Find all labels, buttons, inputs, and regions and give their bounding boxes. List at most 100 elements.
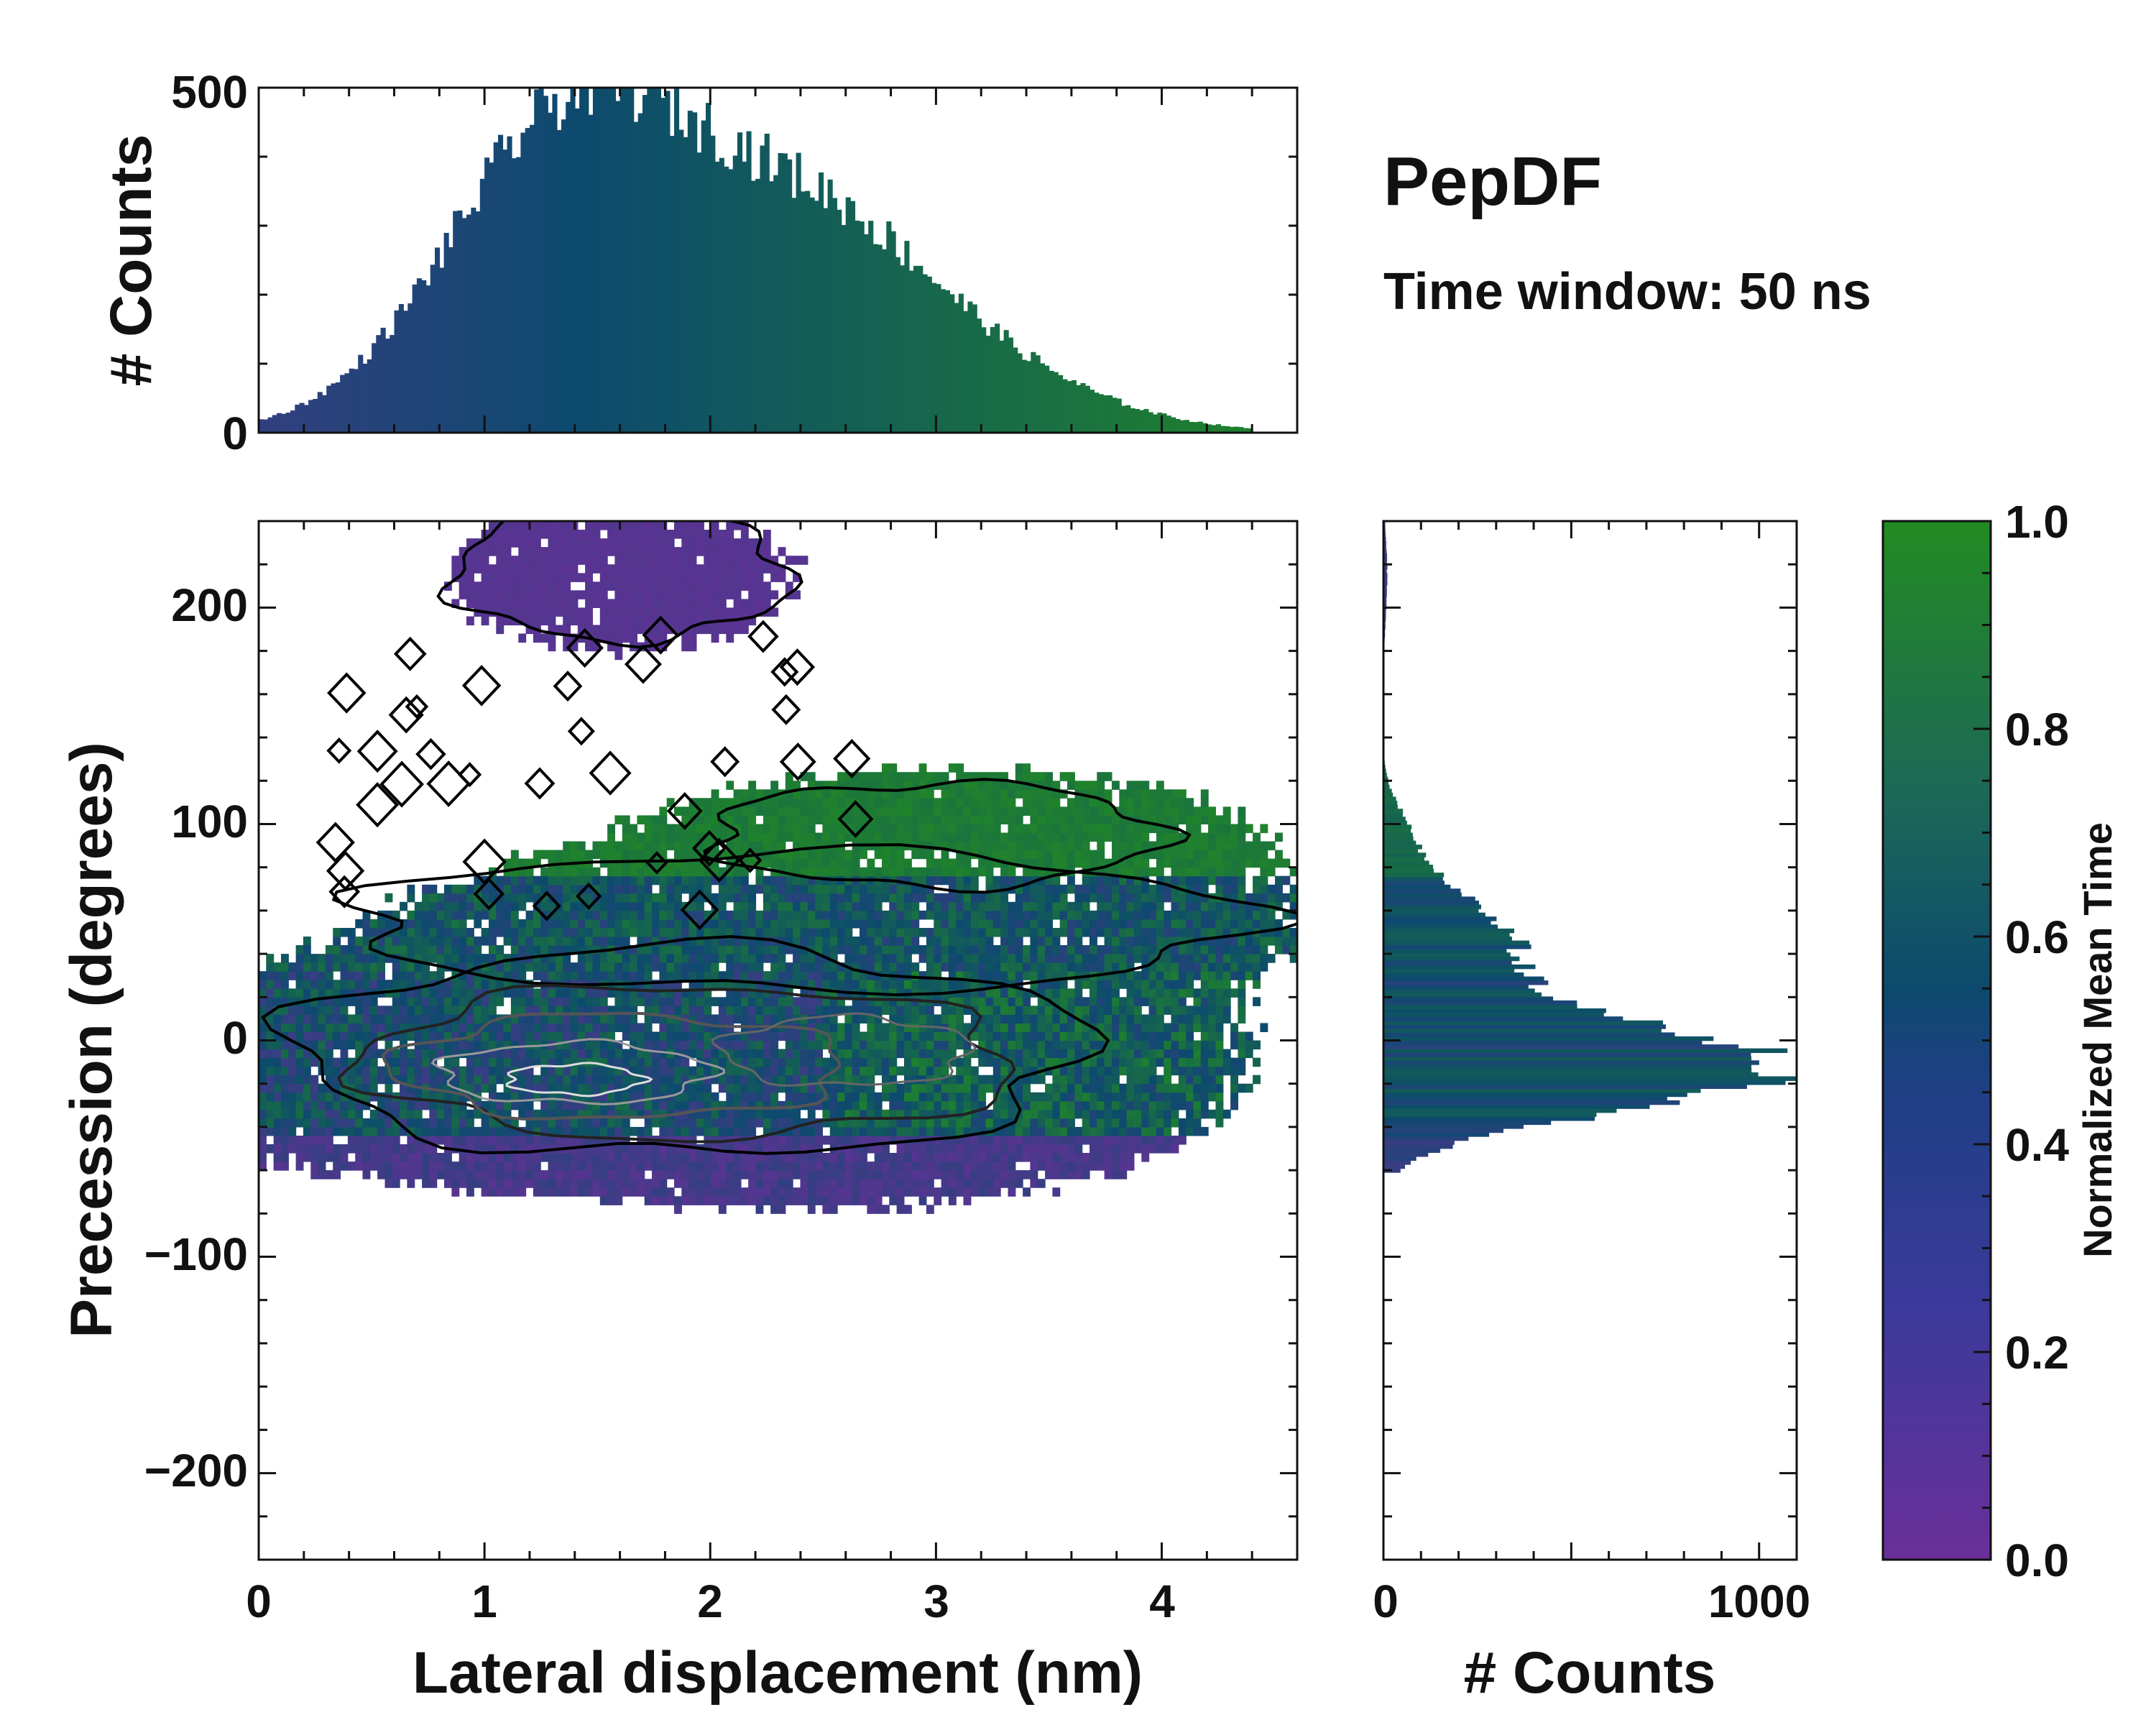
heatmap-cell-1815: [614, 1118, 623, 1128]
heatmap-cell-4109: [934, 1014, 942, 1024]
heatmap-cell-3707: [874, 1170, 883, 1179]
heatmap-cell-343: [355, 954, 364, 963]
heatmap-cell-640: [429, 1014, 438, 1024]
heatmap-cell-2204: [659, 530, 668, 539]
heatmap-cell-140: [303, 1153, 311, 1162]
heatmap-cell-3714: [874, 1109, 883, 1119]
top-hist-bar-193: [1130, 408, 1135, 433]
heatmap-cell-652: [429, 901, 438, 911]
top-hist-bar-167: [1013, 347, 1018, 433]
heatmap-cell-2041: [644, 1092, 653, 1102]
heatmap-cell-3549: [844, 832, 853, 842]
heatmap-cell-3154: [785, 858, 793, 868]
heatmap-cell-521: [400, 901, 407, 911]
heatmap-cell-1280: [540, 1109, 549, 1119]
heatmap-cell-2876: [748, 928, 757, 937]
heatmap-cell-1646: [592, 1170, 601, 1179]
heatmap-cell-4510: [992, 781, 1001, 790]
heatmap-cell-1400: [555, 988, 563, 998]
heatmap-cell-4670: [1023, 1014, 1031, 1024]
heatmap-cell-1283: [540, 1083, 549, 1093]
heatmap-cell-2680: [726, 1083, 734, 1093]
heatmap-cell-1648: [592, 1153, 601, 1162]
heatmap-cell-2698: [726, 928, 734, 937]
heatmap-cell-4028: [918, 867, 927, 877]
heatmap-cell-1698: [599, 1179, 608, 1188]
heatmap-cell-2957: [763, 1187, 771, 1197]
heatmap-cell-688: [444, 1162, 452, 1171]
heatmap-cell-1463: [563, 893, 571, 903]
heatmap-cell-915: [481, 901, 489, 911]
heatmap-cell-452: [384, 1006, 393, 1015]
heatmap-cell-2789: [740, 1162, 749, 1171]
heatmap-cell-1257: [533, 850, 541, 860]
heatmap-cell-2005: [637, 910, 645, 920]
heatmap-cell-2938: [755, 867, 764, 877]
heatmap-cell-2270: [674, 1118, 682, 1128]
heatmap-cell-3774: [882, 980, 890, 989]
heatmap-cell-348: [362, 1162, 371, 1171]
top-hist-bar-211: [1211, 425, 1217, 433]
top-hist-bar-43: [453, 211, 459, 433]
heatmap-cell-1120: [510, 538, 519, 548]
heatmap-cell-548: [407, 945, 415, 954]
heatmap-cell-891: [481, 1136, 489, 1145]
heatmap-cell-461: [384, 893, 393, 903]
heatmap-cell-3976: [911, 928, 920, 937]
heatmap-cell-945: [489, 1057, 497, 1067]
heatmap-cell-3560: [852, 1170, 860, 1179]
heatmap-cell-2460: [696, 997, 704, 1006]
top-hist-bar-20: [349, 368, 354, 433]
heatmap-cell-525: [407, 1153, 415, 1162]
heatmap-cell-123: [295, 1083, 304, 1093]
heatmap-cell-1738: [599, 625, 608, 635]
heatmap-cell-96: [288, 1126, 297, 1136]
heatmap-cell-3374: [822, 1100, 831, 1110]
top-hist-bar-87: [651, 88, 657, 433]
heatmap-cell-353: [362, 1118, 371, 1128]
heatmap-cell-2851: [748, 1144, 757, 1154]
heatmap-cell-3425: [829, 1083, 838, 1093]
top-hist-bar-117: [787, 159, 793, 433]
heatmap-cell-4222: [948, 824, 957, 834]
heatmap-cell-734: [451, 1066, 460, 1076]
heatmap-cell-389: [369, 1049, 378, 1059]
heatmap-cell-3806: [889, 1126, 898, 1136]
heatmap-cell-3799: [889, 1196, 898, 1205]
heatmap-cell-2953: [755, 556, 764, 565]
heatmap-cell-4353: [970, 945, 979, 954]
heatmap-cell-612: [422, 954, 430, 963]
heatmap-cell-4240: [956, 1092, 964, 1102]
heatmap-cell-2402: [688, 971, 697, 980]
heatmap-cell-3116: [785, 1196, 793, 1205]
heatmap-cell-1539: [577, 1179, 586, 1188]
heatmap-cell-3643: [860, 867, 867, 877]
heatmap-cell-1475: [563, 599, 571, 608]
heatmap-cell-2859: [748, 1075, 757, 1085]
heatmap-cell-76: [281, 1100, 289, 1110]
heatmap-cell-2915: [755, 1083, 764, 1093]
heatmap-cell-32: [266, 1057, 275, 1067]
heatmap-cell-4579: [1008, 1014, 1016, 1024]
heatmap-cell-4026: [918, 884, 927, 894]
heatmap-cell-2166: [659, 1014, 668, 1024]
heatmap-cell-1314: [540, 590, 549, 599]
heatmap-cell-476: [392, 1049, 400, 1059]
heatmap-cell-2177: [659, 919, 668, 929]
heatmap-cell-1954: [630, 875, 637, 886]
heatmap-cell-1712: [599, 1057, 608, 1067]
heatmap-cell-3683: [867, 945, 875, 954]
heatmap-cell-1886: [622, 988, 630, 998]
heatmap-cell-2638: [718, 954, 727, 963]
heatmap-cell-1262: [533, 599, 541, 608]
top-hist-bar-196: [1143, 409, 1149, 433]
heatmap-cell-853: [474, 1083, 482, 1093]
heatmap-cell-2260: [666, 530, 675, 539]
heatmap-cell-2890: [748, 789, 757, 799]
heatmap-cell-2546: [704, 590, 712, 599]
heatmap-cell-4040: [926, 1205, 934, 1214]
heatmap-cell-3613: [860, 1136, 867, 1145]
heatmap-cell-416: [377, 1066, 385, 1076]
heatmap-cell-3710: [874, 1144, 883, 1154]
heatmap-cell-4131: [934, 798, 942, 807]
